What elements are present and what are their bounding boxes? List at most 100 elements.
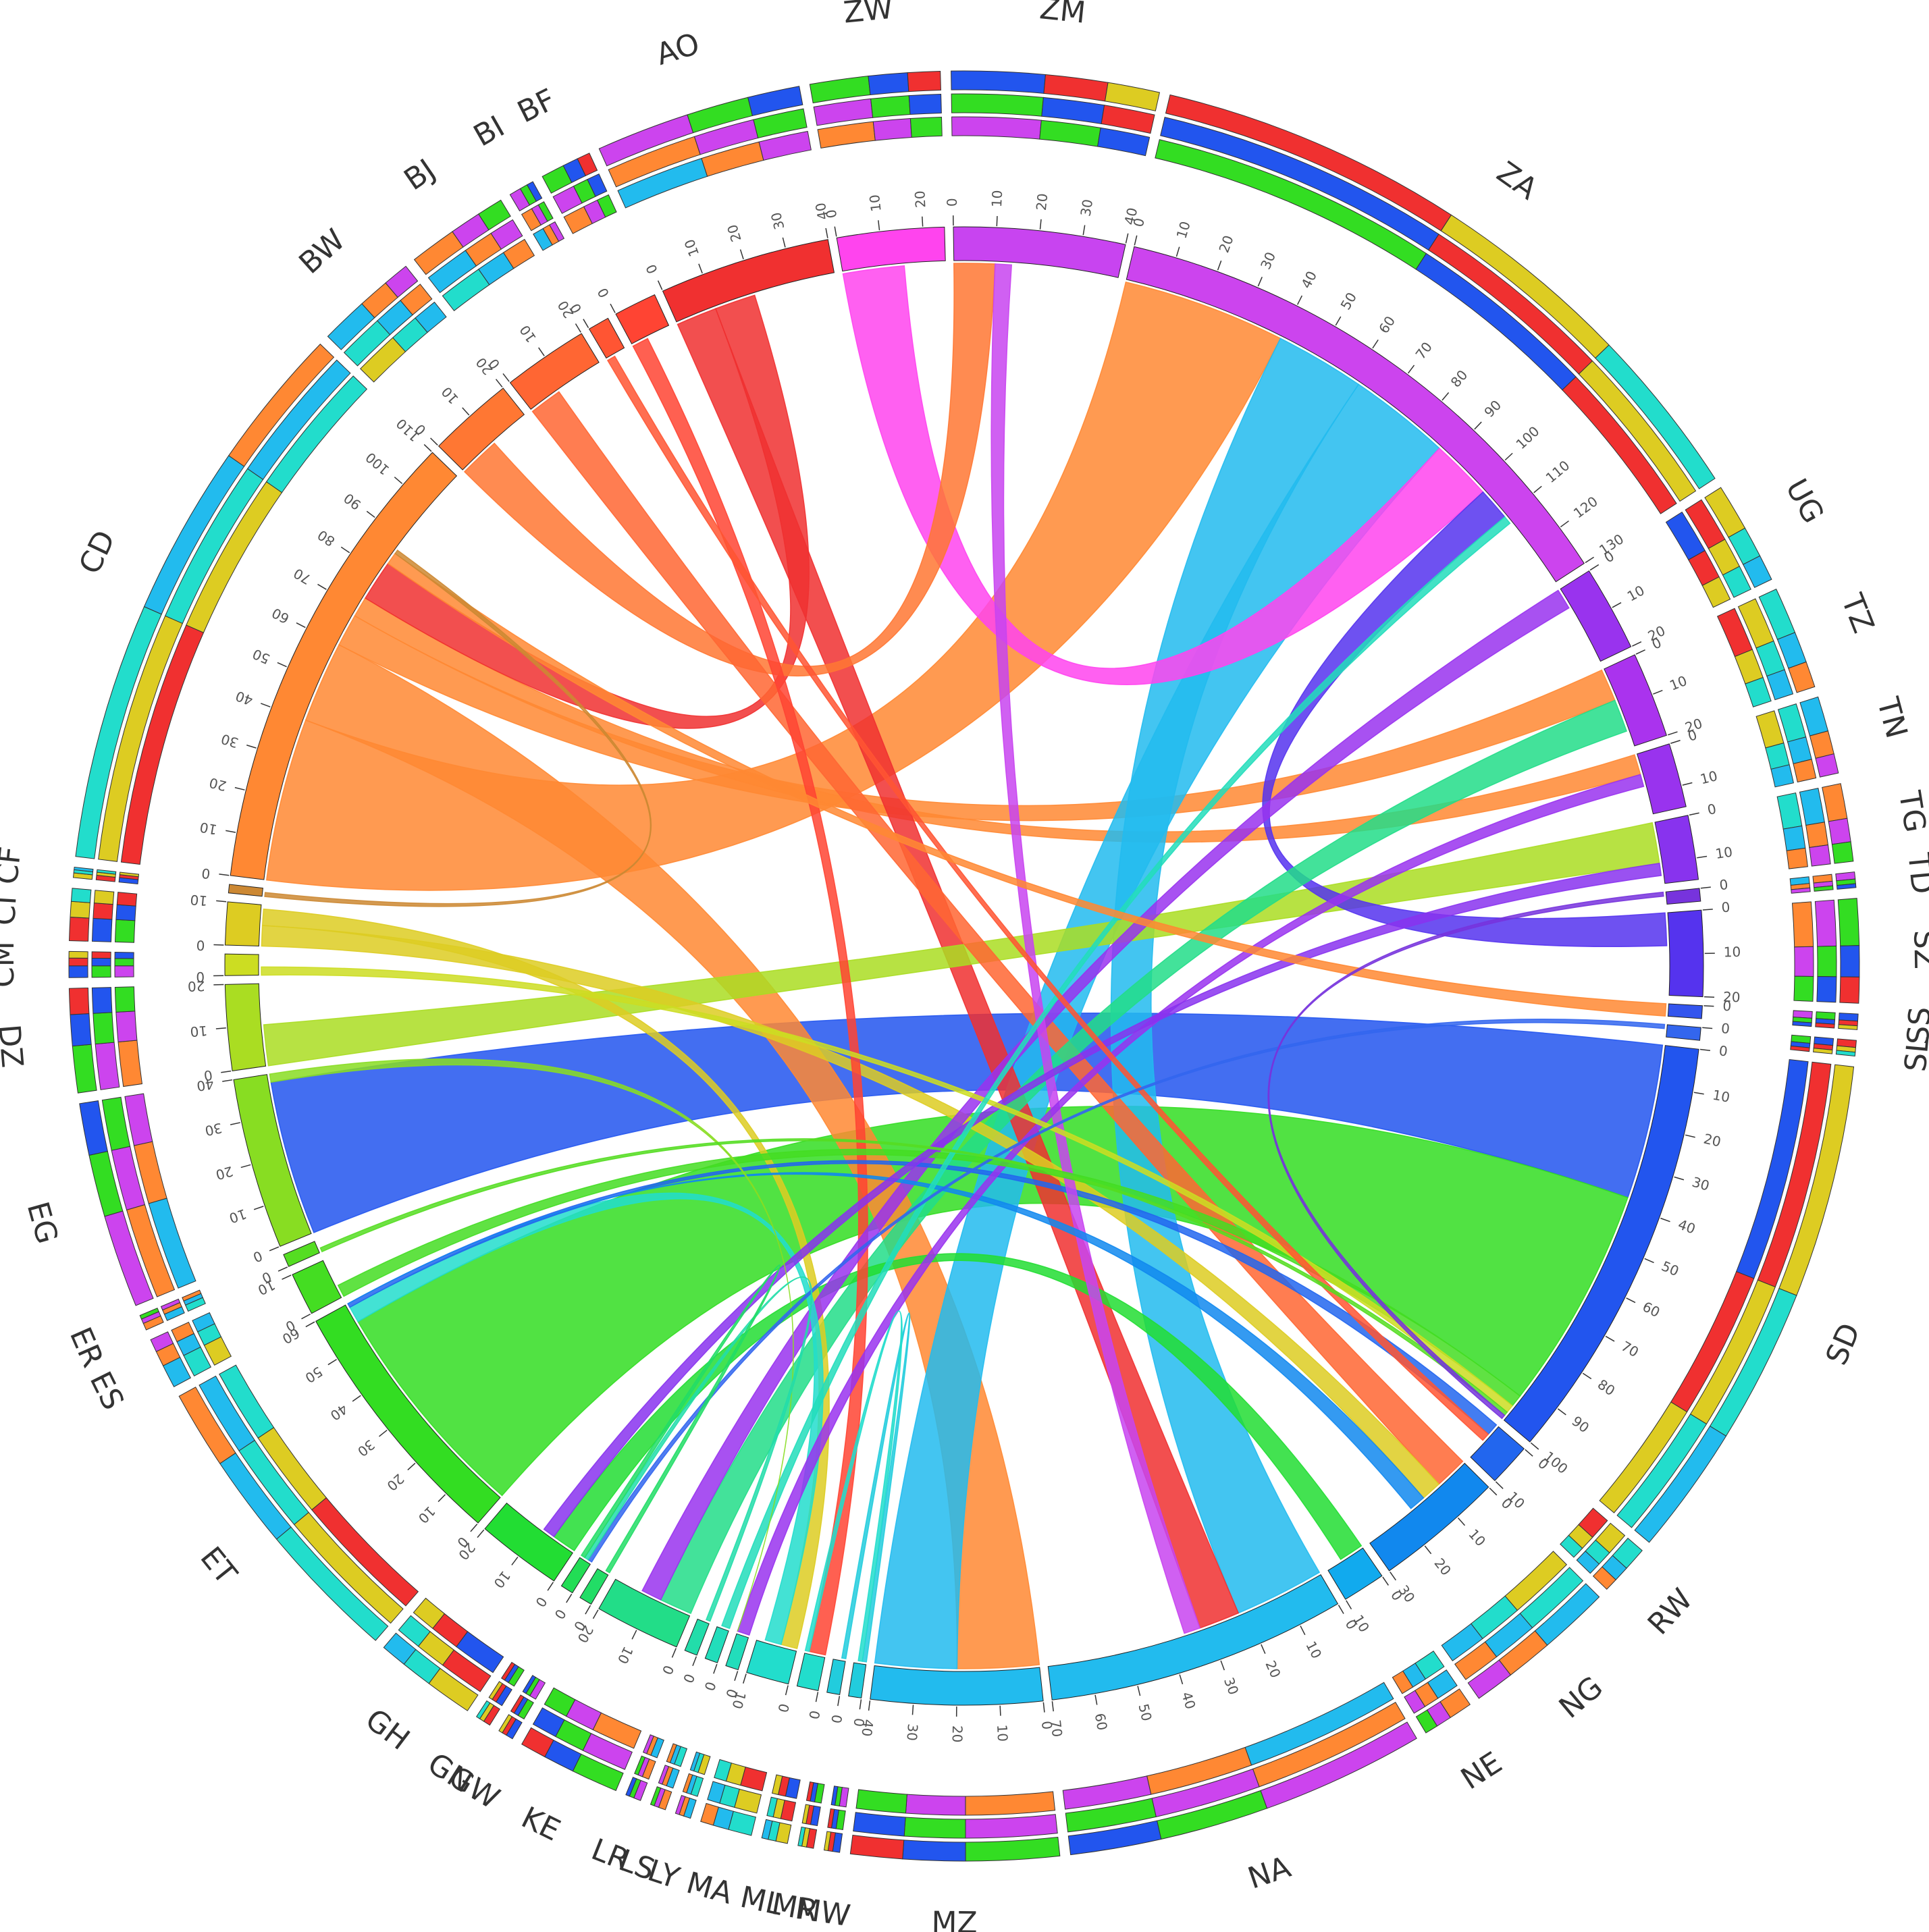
- segment-arc-BJ: [509, 333, 600, 410]
- tick-MR-0: [837, 1696, 841, 1707]
- flow-ribbon-CI-MA: [261, 908, 830, 1650]
- stacked-bar-TG-2-1: [1828, 817, 1851, 845]
- stacked-bar-SZ-1-0: [1814, 899, 1837, 947]
- flow-ribbon-ZM-NA: [990, 263, 1201, 1634]
- segment-arc-SZ: [1667, 909, 1704, 998]
- tick-label-ET-1: 10: [415, 1503, 439, 1527]
- tick-label-ZW-2: 20: [911, 190, 928, 209]
- stacked-bar-CI-0-0: [114, 919, 136, 943]
- tick-label-UG-1: 10: [1624, 582, 1647, 604]
- tick-label-TD-0: 0: [1718, 876, 1728, 893]
- stacked-bar-DZ-0-0: [117, 1040, 143, 1088]
- tick-BW-1: [462, 407, 470, 416]
- tick-BJ-0: [502, 373, 510, 382]
- tick-label-ET-4: 40: [327, 1401, 351, 1424]
- tick-label-CI-0: 0: [196, 937, 205, 953]
- tick-EG-2: [240, 1164, 251, 1169]
- stacked-bar-LY-0-2: [689, 1751, 701, 1772]
- stacked-bar-NA-0-2: [1062, 1775, 1152, 1810]
- tick-TZ-1: [1653, 689, 1663, 695]
- flow-ribbon-EG-LY: [269, 1058, 794, 1632]
- tick-label-ZA-11: 110: [1543, 457, 1573, 486]
- tick-ZA-3: [1257, 277, 1263, 287]
- tick-RW-1: [1495, 1481, 1504, 1489]
- flow-ribbon-AO-CD: [365, 294, 810, 729]
- stacked-bar-GN-1-2: [488, 1681, 503, 1700]
- tick-label-CM-0: 0: [196, 969, 205, 985]
- stacked-bar-ZW-2-0: [809, 76, 871, 104]
- stacked-bar-DZ-1-1: [93, 1012, 115, 1045]
- tick-ET-3: [379, 1429, 388, 1437]
- flow-ribbon-TG-GH: [543, 863, 1662, 1538]
- segment-arcs: [224, 226, 1704, 1706]
- segment-arc-ML: [796, 1653, 826, 1692]
- segment-label-MW: MW: [793, 1891, 852, 1932]
- segment-arc-MW: [848, 1662, 867, 1698]
- stacked-bar-CI-1-0: [92, 917, 113, 942]
- segment-label-TG: TG: [1892, 788, 1929, 834]
- segment-label-BI: BI: [468, 109, 510, 154]
- stacked-bar-SL-2-2: [1835, 1050, 1856, 1057]
- tick-GW-0: [585, 1605, 591, 1615]
- tick-ML-0: [815, 1692, 819, 1702]
- stacked-bar-ER-2-2: [139, 1308, 159, 1320]
- tick-label-ZA-6: 60: [1375, 313, 1398, 336]
- segment-arc-BF: [615, 294, 670, 344]
- tick-label-SD-3: 30: [1690, 1174, 1711, 1194]
- tick-label-GN-0: 0: [551, 1607, 569, 1623]
- flow-ribbon-SD-EG: [270, 1013, 1664, 1233]
- stacked-bar-MR-2-2: [797, 1826, 806, 1847]
- stacked-bar-SZ-0-0: [1791, 901, 1814, 948]
- stacked-bar-MZ-0-0: [965, 1791, 1056, 1816]
- tick-ES-0: [301, 1313, 311, 1320]
- segment-label-TN: TN: [1870, 693, 1914, 742]
- segment-arc-TZ: [1604, 654, 1667, 747]
- segment-arc-GN: [560, 1557, 591, 1594]
- stacked-bar-ZM-1-2: [1101, 105, 1155, 134]
- stacked-bar-NE-2-2: [1415, 1709, 1438, 1734]
- tick-label-BW-1: 10: [438, 383, 462, 407]
- tick-SD-8: [1582, 1372, 1592, 1380]
- tick-MZ-4: [868, 1700, 871, 1711]
- stacked-bar-BF-1-2: [587, 173, 608, 197]
- tick-GH-0: [547, 1582, 554, 1591]
- tick-AO-1: [698, 263, 703, 274]
- stacked-bar-UG-0-2: [1701, 576, 1731, 608]
- segment-label-ES: ES: [83, 1366, 130, 1416]
- tick-label-SD-8: 80: [1595, 1376, 1618, 1399]
- stacked-bar-NG-0-2: [1441, 1623, 1483, 1661]
- stacked-bar-SD-0-2: [1599, 1401, 1688, 1513]
- stacked-bar-SZ-0-2: [1793, 975, 1814, 1002]
- stacked-bar-CM-2-0: [68, 965, 88, 978]
- tick-BF-0: [610, 303, 616, 313]
- stacked-bar-GH-0-2: [413, 1597, 446, 1629]
- stacked-bar-TG-2-2: [1831, 841, 1854, 864]
- tick-label-LS-0: 0: [701, 1680, 719, 1693]
- stacked-bar-SL-1-2: [1813, 1048, 1833, 1054]
- flow-ribbon-SZ-ZA: [1262, 491, 1668, 947]
- segment-label-CD: CD: [72, 525, 122, 579]
- stacked-bar-TN-0-0: [1755, 710, 1785, 749]
- tick-label-SL-0: 0: [1720, 1020, 1730, 1037]
- tick-GN-0: [566, 1593, 573, 1603]
- segment-label-UG: UG: [1778, 473, 1830, 529]
- tick-UG-1: [1612, 602, 1622, 608]
- tick-NE-0: [1382, 1576, 1389, 1586]
- stacked-bar-GN-0-2: [501, 1661, 516, 1681]
- tick-label-CD-6: 60: [269, 605, 292, 627]
- tick-label-SD-0: 0: [1718, 1042, 1728, 1059]
- tick-label-EG-0: 0: [250, 1247, 265, 1266]
- stacked-bar-AO-1-2: [753, 108, 808, 139]
- stacked-bar-MW-2-2: [823, 1831, 832, 1852]
- tick-label-CD-5: 50: [250, 645, 272, 667]
- tick-label-CD-7: 70: [291, 565, 314, 588]
- stacked-bar-GW-0-2: [522, 1675, 537, 1694]
- segment-label-SL: SL: [1899, 1034, 1929, 1073]
- tick-label-ET-2: 20: [384, 1470, 407, 1494]
- stacked-bar-AO-2-2: [747, 86, 803, 117]
- tick-ZW-2: [922, 216, 924, 227]
- tick-CD-0: [219, 874, 230, 876]
- tick-CD-2: [234, 786, 245, 790]
- stacked-bar-TG-1-0: [1799, 788, 1825, 826]
- stacked-bar-ES-0-2: [192, 1312, 215, 1333]
